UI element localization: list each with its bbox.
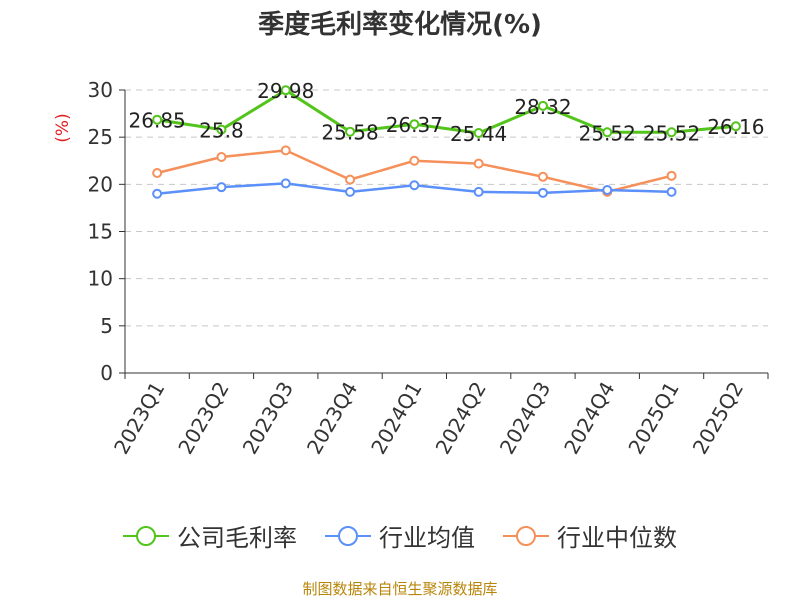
series-line: [156, 88, 736, 135]
x-tick-label: 2025Q2: [688, 378, 748, 459]
data-point: [666, 170, 677, 181]
data-label: 25.52: [579, 121, 636, 145]
data-point: [730, 121, 741, 132]
data-point: [152, 168, 163, 179]
data-label: 25.52: [643, 121, 700, 145]
legend-swatch-company: [123, 524, 169, 548]
y-tick-label: 5: [100, 314, 113, 338]
y-tick-label: 25: [88, 125, 113, 149]
y-axis-label: (%): [53, 113, 73, 142]
y-tick-label: 15: [88, 220, 113, 244]
data-label: 29.98: [257, 79, 314, 103]
data-point: [216, 182, 227, 193]
data-label: 28.32: [514, 95, 571, 119]
data-point: [473, 158, 484, 169]
data-label: 26.85: [129, 109, 186, 133]
legend-swatch-industry-mean: [325, 524, 371, 548]
data-point: [152, 114, 163, 125]
legend-label-industry-mean: 行业均值: [379, 524, 475, 552]
legend-label-industry-median: 行业中位数: [557, 524, 677, 552]
data-label: 26.16: [707, 115, 764, 139]
legend-swatch-industry-median: [503, 524, 549, 548]
y-tick-label: 20: [88, 172, 113, 196]
legend: 公司毛利率 行业均值 行业中位数: [0, 518, 800, 553]
data-point: [537, 171, 548, 182]
data-point: [345, 174, 356, 185]
data-point: [216, 124, 227, 135]
y-tick-label: 0: [100, 361, 113, 385]
data-point: [602, 184, 613, 195]
legend-label-company: 公司毛利率: [177, 524, 297, 552]
data-point: [280, 85, 291, 96]
data-point: [280, 178, 291, 189]
data-point: [345, 186, 356, 197]
data-point: [473, 186, 484, 197]
x-tick-label: 2023Q1: [109, 378, 169, 459]
chart-title: 季度毛利率变化情况(%): [258, 10, 542, 40]
data-label: 25.44: [450, 122, 507, 146]
data-point: [666, 186, 677, 197]
data-label: 25.8: [199, 119, 244, 143]
data-point: [280, 145, 291, 156]
data-point: [409, 180, 420, 191]
data-point: [409, 119, 420, 130]
x-tick-label: 2024Q4: [559, 378, 619, 459]
data-point: [345, 126, 356, 137]
data-point: [666, 127, 677, 138]
data-point: [409, 155, 420, 166]
x-tick-label: 2023Q2: [173, 378, 233, 459]
data-point: [537, 100, 548, 111]
data-point: [473, 128, 484, 139]
legend-item-industry-median[interactable]: 行业中位数: [503, 518, 677, 553]
data-point: [216, 151, 227, 162]
data-label: 26.37: [386, 113, 443, 137]
data-point: [602, 127, 613, 138]
legend-item-industry-mean[interactable]: 行业均值: [325, 518, 475, 553]
x-tick-label: 2025Q1: [623, 378, 683, 459]
data-source-note: 制图数据来自恒生聚源数据库: [302, 580, 498, 598]
x-tick-label: 2023Q4: [302, 378, 362, 459]
y-tick-label: 30: [88, 78, 113, 102]
data-point: [537, 187, 548, 198]
y-tick-label: 10: [88, 267, 113, 291]
data-label: 25.58: [321, 121, 378, 145]
data-point: [152, 188, 163, 199]
x-tick-label: 2024Q1: [366, 378, 426, 459]
legend-item-company[interactable]: 公司毛利率: [123, 518, 297, 553]
x-tick-label: 2023Q3: [238, 378, 298, 459]
x-tick-label: 2024Q3: [495, 378, 555, 459]
x-tick-label: 2024Q2: [431, 378, 491, 459]
